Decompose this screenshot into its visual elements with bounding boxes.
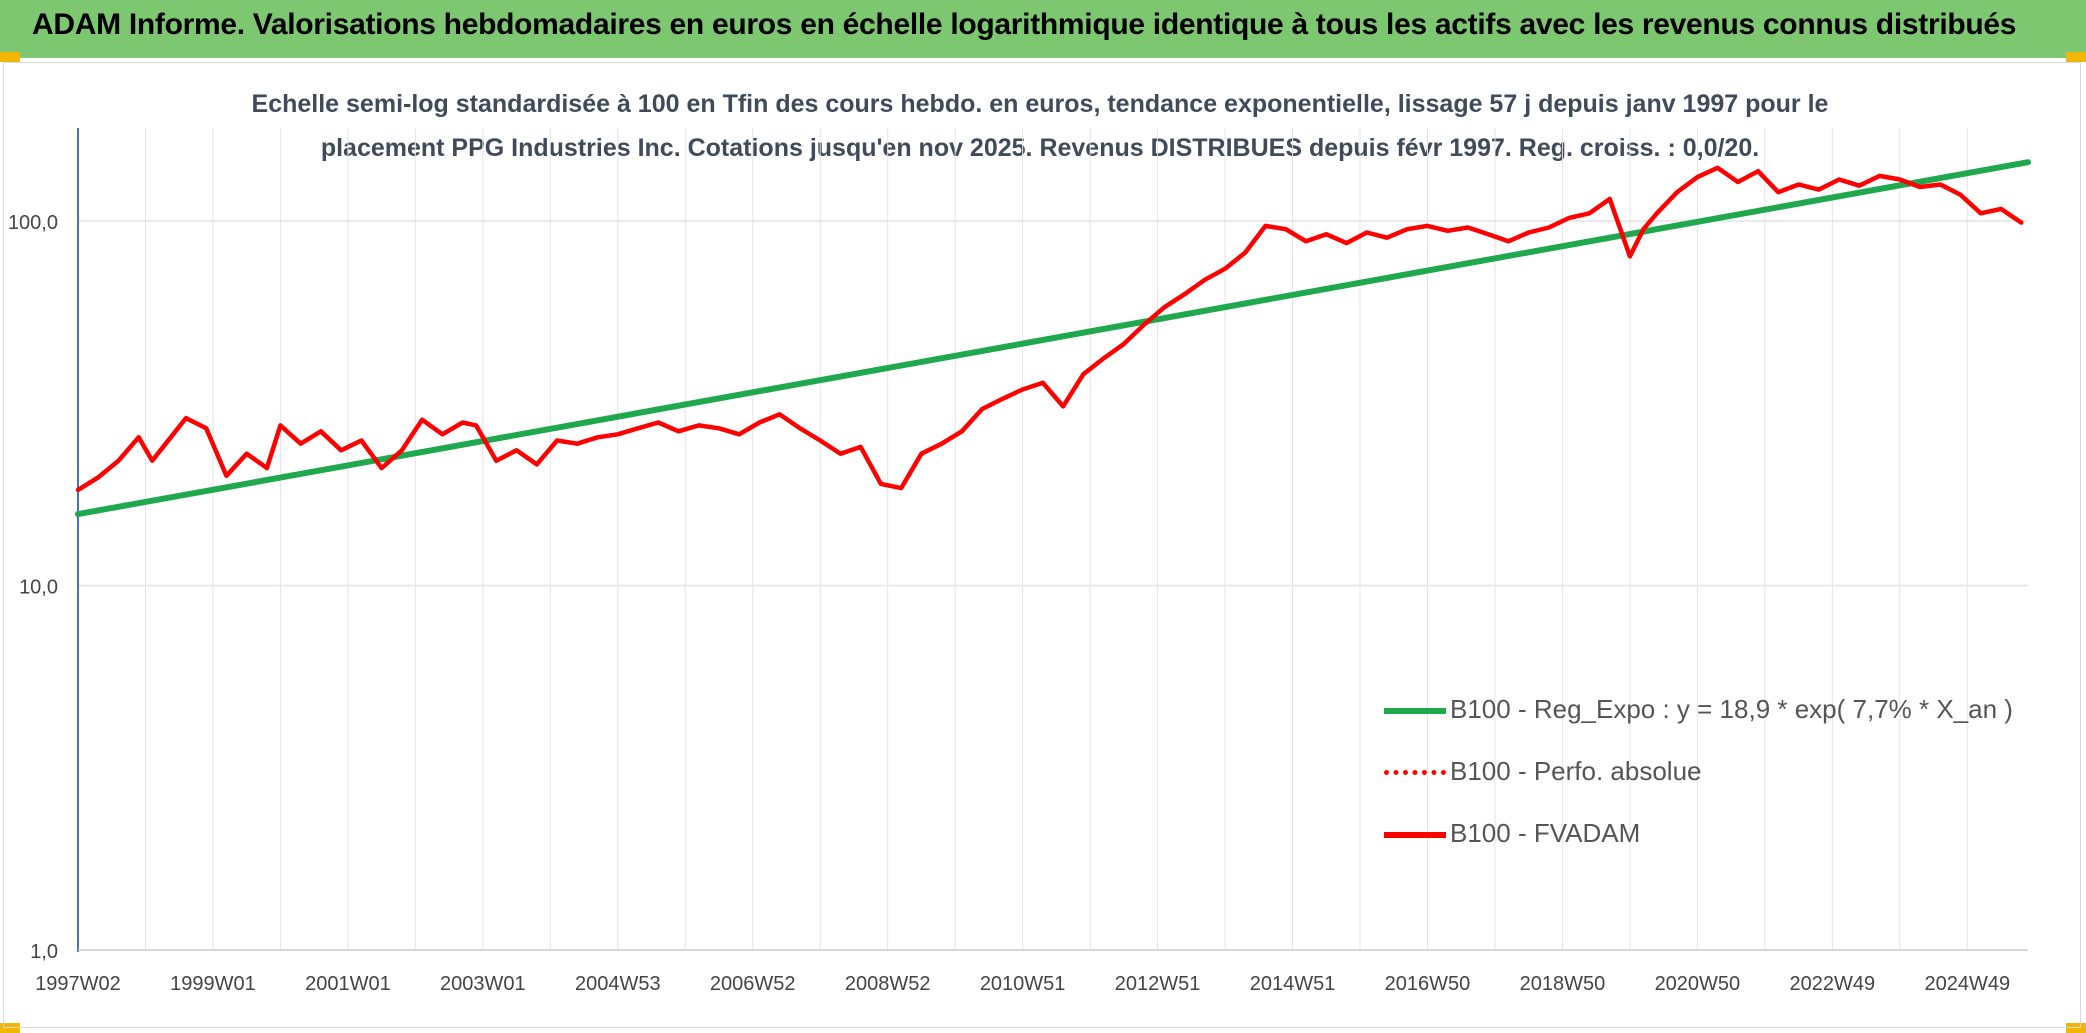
title-banner: ADAM Informe. Valorisations hebdomadaire… xyxy=(0,0,2086,58)
corner-marker-bottom-left xyxy=(0,1023,20,1033)
legend-label-reg-expo: B100 - Reg_Expo : y = 18,9 * exp( 7,7% *… xyxy=(1450,694,2013,724)
x-tick-label: 2001W01 xyxy=(305,973,391,995)
legend-swatch-perfo-absolue xyxy=(1384,770,1446,775)
x-tick-label: 2020W50 xyxy=(1655,973,1741,995)
y-tick-label: 10,0 xyxy=(19,577,58,599)
x-tick-label: 1999W01 xyxy=(170,973,256,995)
y-tick-label: 1,0 xyxy=(30,941,58,963)
y-tick-label: 100,0 xyxy=(8,212,58,234)
x-tick-label: 2010W51 xyxy=(980,973,1066,995)
series-line-reg-expo xyxy=(75,159,2031,518)
x-tick-label: 2014W51 xyxy=(1250,973,1336,995)
corner-marker-left xyxy=(0,52,20,62)
x-tick-label: 2003W01 xyxy=(440,973,526,995)
x-tick-label: 2018W50 xyxy=(1520,973,1606,995)
legend-label-fvadam: B100 - FVADAM xyxy=(1450,818,1641,848)
x-tick-label: 2022W49 xyxy=(1790,973,1876,995)
legend-swatch-fvadam xyxy=(1384,832,1446,838)
x-tick-label: 2006W52 xyxy=(710,973,796,995)
legend-swatch-reg-expo xyxy=(1384,708,1446,714)
chart-subtitle-line-1: Echelle semi-log standardisée à 100 en T… xyxy=(251,90,1829,118)
corner-marker-bottom-right xyxy=(2066,1023,2086,1033)
x-tick-label: 2012W51 xyxy=(1115,973,1201,995)
legend-label-perfo-absolue: B100 - Perfo. absolue xyxy=(1450,756,1702,786)
series-line-fvadam xyxy=(75,165,2024,493)
x-tick-label: 1997W02 xyxy=(35,973,121,995)
corner-marker-right xyxy=(2066,52,2086,62)
page-title: ADAM Informe. Valorisations hebdomadaire… xyxy=(32,8,2017,41)
x-tick-label: 2024W49 xyxy=(1924,973,2010,995)
chart-subtitle-line-2: placement PPG Industries Inc. Cotations … xyxy=(320,134,1760,162)
chart-frame xyxy=(3,62,2081,1028)
x-tick-label: 2016W50 xyxy=(1385,973,1471,995)
x-tick-label: 2008W52 xyxy=(845,973,931,995)
x-tick-label: 2004W53 xyxy=(575,973,661,995)
